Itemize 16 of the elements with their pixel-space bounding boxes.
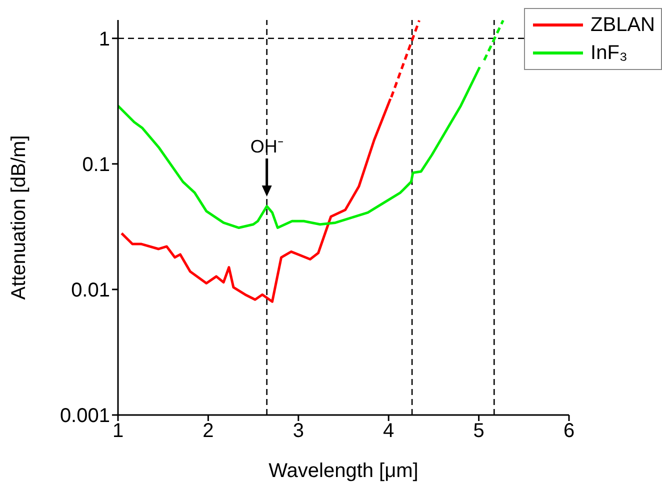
y-tick-label: 0.1 <box>82 154 110 176</box>
line-series <box>118 66 481 230</box>
y-tick-label: 0.01 <box>71 280 110 302</box>
y-axis-title: Attenuation [dB/m] <box>8 135 30 300</box>
x-tick-label: 3 <box>292 420 304 442</box>
y-tick-label: 0.001 <box>60 405 110 428</box>
x-tick-label: 2 <box>202 420 214 442</box>
legend-label: InF₃ <box>590 42 628 64</box>
x-axis-title: Wavelength [μm] <box>268 460 418 482</box>
x-tick-label: 5 <box>473 420 484 442</box>
annotation: OH⁻ <box>250 136 284 156</box>
x-tick-label: 6 <box>563 420 575 442</box>
legend-label: ZBLAN <box>590 14 655 36</box>
y-tick-label: 1 <box>98 28 110 50</box>
x-tick-label: 4 <box>383 420 394 442</box>
x-tick-label: 1 <box>112 420 124 442</box>
